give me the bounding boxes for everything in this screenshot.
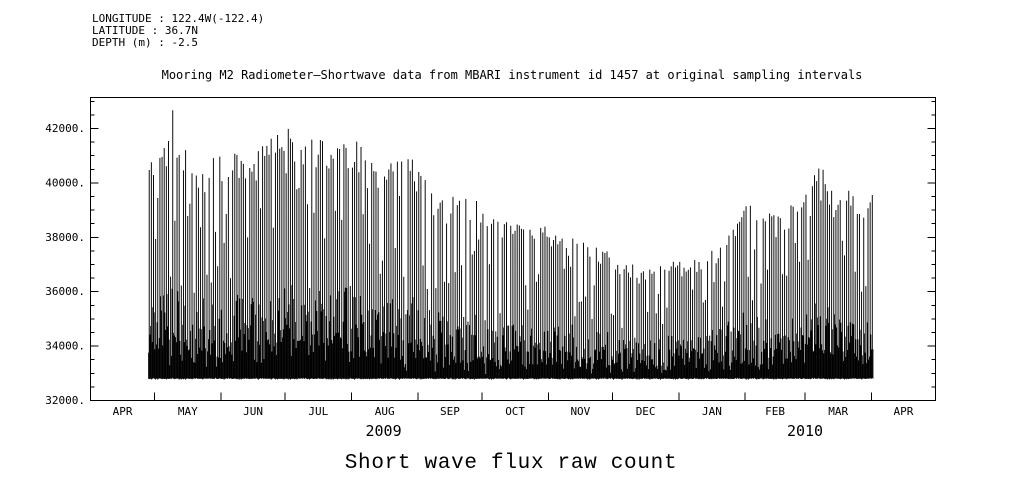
- axis-ticks: [90, 100, 936, 401]
- data-series: [148, 110, 873, 380]
- y-tick-label: 38000.: [45, 231, 85, 244]
- y-tick-label: 42000.: [45, 122, 85, 135]
- plot-title: Mooring M2 Radiometer—Shortwave data fro…: [161, 68, 863, 82]
- month-label: APR: [893, 405, 913, 418]
- month-label: MAR: [828, 405, 848, 418]
- month-label: SEP: [440, 405, 460, 418]
- axis-labels: 32000. 34000. 36000. 38000. 40000. 42000. APR M…: [45, 122, 913, 440]
- year-label: 2010: [787, 422, 823, 440]
- month-label: AUG: [375, 405, 395, 418]
- depth-label: DEPTH (m) : -2.5: [92, 36, 198, 49]
- plot-frame: [90, 97, 936, 401]
- month-label: APR: [113, 405, 133, 418]
- month-label: FEB: [765, 405, 785, 418]
- y-tick-label: 34000.: [45, 340, 85, 353]
- month-label: JAN: [702, 405, 722, 418]
- plot-caption: Short wave flux raw count: [344, 452, 678, 475]
- station-metadata: LONGITUDE : 122.4W(-122.4) LATITUDE : 36…: [92, 13, 264, 49]
- month-label: OCT: [505, 405, 525, 418]
- month-label: JUL: [308, 405, 328, 418]
- month-label: DEC: [636, 405, 656, 418]
- month-label: NOV: [570, 405, 590, 418]
- longitude-label: LONGITUDE : 122.4W(-122.4): [92, 12, 265, 25]
- latitude-label: LATITUDE : 36.7N: [92, 24, 198, 37]
- data-series-subdaily: [148, 285, 874, 379]
- y-tick-label: 36000.: [45, 285, 85, 298]
- y-tick-label: 40000.: [45, 176, 85, 189]
- month-label: MAY: [178, 405, 198, 418]
- year-label: 2009: [366, 422, 402, 440]
- y-tick-label: 32000.: [45, 394, 85, 407]
- month-label: JUN: [243, 405, 263, 418]
